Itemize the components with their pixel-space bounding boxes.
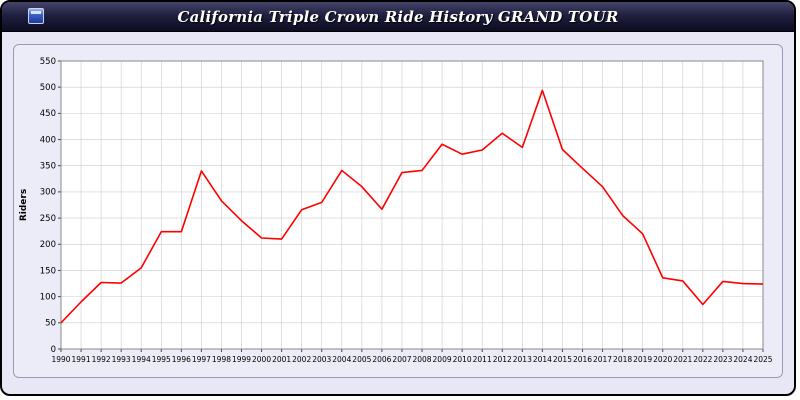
svg-text:2021: 2021 — [673, 355, 692, 364]
svg-text:2002: 2002 — [292, 355, 311, 364]
svg-text:2006: 2006 — [372, 355, 391, 364]
svg-text:450: 450 — [40, 109, 56, 119]
svg-text:2009: 2009 — [433, 355, 452, 364]
svg-text:200: 200 — [40, 240, 56, 250]
svg-text:2005: 2005 — [352, 355, 371, 364]
svg-text:2001: 2001 — [272, 355, 291, 364]
svg-text:150: 150 — [40, 266, 56, 276]
svg-text:2025: 2025 — [753, 355, 772, 364]
svg-text:2004: 2004 — [332, 355, 351, 364]
svg-text:2008: 2008 — [412, 355, 431, 364]
svg-text:2024: 2024 — [733, 355, 752, 364]
svg-text:2018: 2018 — [613, 355, 632, 364]
svg-text:2015: 2015 — [553, 355, 572, 364]
svg-text:50: 50 — [45, 319, 56, 329]
svg-text:2013: 2013 — [513, 355, 532, 364]
svg-text:1996: 1996 — [172, 355, 191, 364]
svg-text:Riders: Riders — [19, 189, 29, 221]
svg-text:2017: 2017 — [593, 355, 612, 364]
svg-text:400: 400 — [40, 135, 56, 145]
svg-text:1990: 1990 — [51, 355, 70, 364]
svg-text:2023: 2023 — [713, 355, 732, 364]
svg-text:1998: 1998 — [212, 355, 231, 364]
svg-text:1997: 1997 — [192, 355, 211, 364]
svg-text:2007: 2007 — [392, 355, 411, 364]
page-title: California Triple Crown Ride History GRA… — [177, 7, 619, 26]
svg-text:250: 250 — [40, 214, 56, 224]
svg-text:550: 550 — [40, 57, 56, 67]
chart-window-icon — [28, 8, 44, 24]
svg-text:2012: 2012 — [493, 355, 512, 364]
svg-text:1999: 1999 — [232, 355, 251, 364]
svg-text:2010: 2010 — [453, 355, 472, 364]
svg-text:300: 300 — [40, 188, 56, 198]
svg-text:2020: 2020 — [653, 355, 672, 364]
svg-text:100: 100 — [40, 292, 56, 302]
svg-text:350: 350 — [40, 162, 56, 172]
svg-text:1993: 1993 — [112, 355, 131, 364]
svg-text:2022: 2022 — [693, 355, 712, 364]
svg-text:2016: 2016 — [573, 355, 592, 364]
svg-text:2019: 2019 — [633, 355, 652, 364]
svg-text:500: 500 — [40, 83, 56, 93]
title-bar: California Triple Crown Ride History GRA… — [2, 2, 794, 32]
svg-text:0: 0 — [51, 345, 56, 355]
svg-text:1994: 1994 — [132, 355, 151, 364]
svg-text:1995: 1995 — [152, 355, 171, 364]
svg-text:1992: 1992 — [92, 355, 111, 364]
svg-text:2000: 2000 — [252, 355, 271, 364]
svg-text:2014: 2014 — [533, 355, 552, 364]
svg-text:1991: 1991 — [72, 355, 91, 364]
svg-text:2011: 2011 — [473, 355, 492, 364]
chart-panel: 0 50 100 150 200 250 300 350 400 450 500 550 1990 199… — [13, 44, 783, 378]
svg-text:2003: 2003 — [312, 355, 331, 364]
